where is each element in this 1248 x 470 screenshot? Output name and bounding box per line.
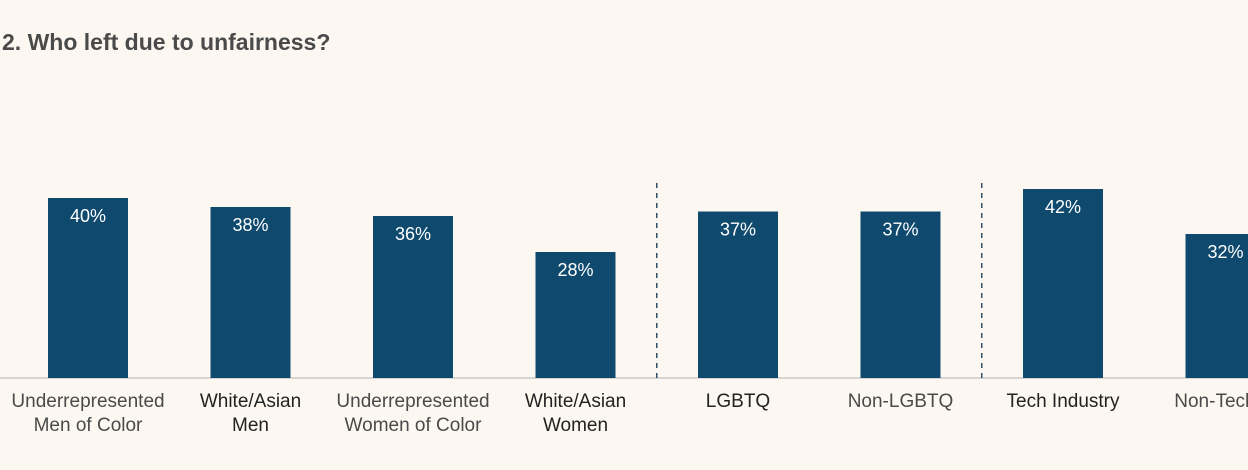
category-label-4-line-0: LGBTQ	[706, 391, 770, 412]
bar-4	[698, 211, 778, 378]
category-label-2-line-1: Women of Color	[345, 415, 483, 436]
category-label-7-line-0: Non-Tech In	[1174, 391, 1248, 412]
bar-value-label-4: 37%	[720, 220, 756, 240]
bar-0	[48, 198, 128, 378]
bar-value-label-3: 28%	[557, 260, 593, 280]
bar-value-label-1: 38%	[232, 215, 268, 235]
bar-5	[860, 211, 941, 378]
category-label-3-line-0: White/Asian	[525, 391, 626, 412]
category-label-5-line-0: Non-LGBTQ	[848, 391, 954, 412]
bar-3	[535, 252, 616, 378]
category-label-0-line-1: Men of Color	[34, 415, 143, 436]
bar-value-label-5: 37%	[882, 220, 918, 240]
bar-value-label-7: 32%	[1207, 242, 1243, 262]
bar-6	[1023, 189, 1103, 378]
bar-1	[210, 207, 291, 378]
category-label-1-line-0: White/Asian	[200, 391, 301, 412]
category-label-1-line-1: Men	[232, 415, 269, 436]
chart-title: 2. Who left due to unfairness?	[2, 29, 331, 55]
bar-value-label-6: 42%	[1045, 197, 1081, 217]
category-label-2-line-0: Underrepresented	[336, 391, 489, 412]
bar-2	[373, 216, 453, 378]
category-label-6-line-0: Tech Industry	[1007, 391, 1120, 412]
category-label-3-line-1: Women	[543, 415, 608, 436]
bar-7	[1185, 234, 1248, 378]
category-label-0-line-0: Underrepresented	[11, 391, 164, 412]
bar-value-label-2: 36%	[395, 224, 431, 244]
bar-value-label-0: 40%	[70, 206, 106, 226]
